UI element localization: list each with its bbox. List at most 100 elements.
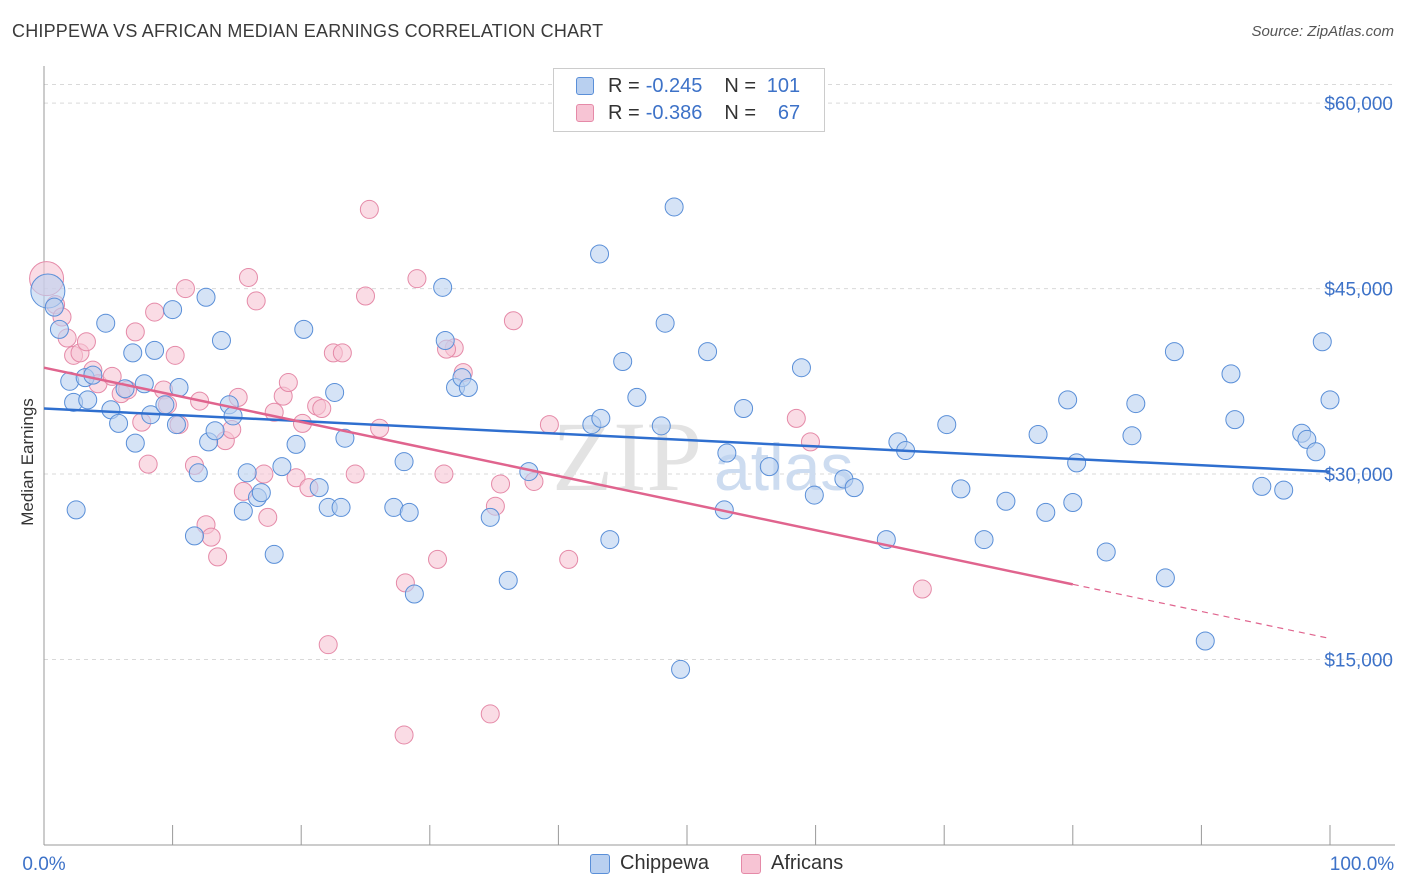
chippewa-trend-line bbox=[43, 407, 1331, 473]
africans-point bbox=[370, 418, 390, 438]
chippewa-point bbox=[211, 331, 231, 351]
africans-point bbox=[76, 332, 96, 352]
chippewa-point bbox=[196, 287, 216, 307]
x-tick-label-right: 100.0% bbox=[1330, 854, 1395, 875]
legend-row-chippewa: R = -0.245 N = 101 bbox=[576, 74, 800, 98]
africans-swatch bbox=[576, 104, 594, 122]
chippewa-point bbox=[1036, 502, 1056, 522]
africans-point bbox=[491, 474, 511, 494]
chippewa-swatch bbox=[590, 853, 610, 874]
chippewa-point bbox=[163, 300, 183, 320]
chippewa-point bbox=[1028, 424, 1048, 444]
africans-point bbox=[359, 199, 379, 219]
y-tick-label: $30,000 bbox=[1324, 465, 1393, 486]
n-value: 101 bbox=[766, 74, 801, 97]
chippewa-point bbox=[974, 530, 994, 550]
africans-point bbox=[208, 547, 228, 567]
y-tick-label: $45,000 bbox=[1324, 280, 1393, 301]
chippewa-point bbox=[734, 399, 754, 419]
chippewa-point bbox=[1164, 342, 1184, 362]
africans-point bbox=[356, 286, 375, 306]
chippewa-point bbox=[272, 457, 292, 477]
chippewa-point bbox=[458, 377, 478, 397]
watermark-zip: ZIP bbox=[552, 401, 702, 512]
africans-trend-extension bbox=[1072, 583, 1331, 640]
chippewa-point bbox=[433, 277, 453, 297]
chippewa-point bbox=[123, 343, 143, 363]
chippewa-point bbox=[331, 497, 351, 517]
africans-point bbox=[480, 704, 500, 724]
africans-point bbox=[312, 399, 332, 419]
data-points bbox=[29, 197, 1340, 745]
chippewa-point bbox=[166, 415, 186, 435]
africans-point bbox=[912, 579, 932, 599]
africans-point bbox=[286, 468, 306, 488]
africans-point bbox=[434, 464, 454, 484]
chippewa-point bbox=[404, 584, 424, 604]
chippewa-point bbox=[591, 408, 611, 428]
chippewa-point bbox=[664, 197, 684, 217]
chippewa-point bbox=[251, 483, 271, 503]
chippewa-point bbox=[1274, 480, 1294, 500]
chippewa-point bbox=[237, 463, 257, 483]
chippewa-point bbox=[651, 416, 671, 436]
chippewa-point bbox=[1096, 542, 1116, 562]
chippewa-point bbox=[1155, 568, 1175, 588]
africans-point bbox=[332, 343, 352, 363]
africans-point bbox=[258, 507, 278, 527]
africans-point bbox=[145, 302, 165, 322]
r-value: -0.386 bbox=[645, 101, 703, 124]
chippewa-point bbox=[937, 415, 957, 435]
r-label: R = bbox=[608, 74, 640, 97]
africans-point bbox=[138, 454, 158, 474]
chippewa-point bbox=[1225, 410, 1245, 430]
chippewa-point bbox=[155, 395, 175, 415]
africans-point bbox=[786, 408, 806, 428]
chippewa-point bbox=[294, 319, 314, 339]
chippewa-point bbox=[1312, 332, 1332, 352]
africans-point bbox=[246, 291, 266, 311]
x-tick-label-left: 0.0% bbox=[22, 854, 65, 875]
chippewa-point bbox=[96, 313, 116, 333]
grid-lines bbox=[44, 84, 1395, 661]
trend-lines bbox=[43, 366, 1331, 640]
chippewa-point bbox=[125, 433, 145, 453]
r-value: -0.245 bbox=[645, 74, 703, 97]
chippewa-point bbox=[1063, 492, 1083, 512]
chippewa-point bbox=[613, 352, 633, 372]
chippewa-point bbox=[335, 428, 355, 448]
chippewa-point bbox=[996, 491, 1016, 511]
africans-point bbox=[254, 464, 274, 484]
africans-point bbox=[345, 464, 365, 484]
n-value: 67 bbox=[777, 101, 801, 124]
chart-source: Source: ZipAtlas.com bbox=[1251, 23, 1394, 40]
africans-point bbox=[800, 432, 820, 452]
africans-point bbox=[318, 635, 338, 655]
chippewa-point bbox=[264, 544, 284, 564]
legend-label-chippewa: Chippewa bbox=[620, 852, 709, 874]
africans-point bbox=[503, 311, 523, 331]
chippewa-point bbox=[109, 413, 129, 433]
chippewa-point bbox=[184, 526, 204, 546]
axis-labels: $15,000 $30,000 $45,000 $60,000 0.0% 100.0% bbox=[22, 94, 1394, 875]
chippewa-point bbox=[1195, 631, 1215, 651]
chippewa-point bbox=[480, 507, 500, 527]
africans-point bbox=[539, 415, 559, 435]
n-label: N = bbox=[724, 74, 757, 97]
chippewa-point bbox=[759, 457, 779, 477]
africans-swatch bbox=[741, 853, 761, 874]
chippewa-point bbox=[49, 319, 69, 339]
axes bbox=[43, 66, 1395, 846]
africans-point bbox=[165, 345, 185, 365]
stats-legend: R = -0.245 N = 101 R = -0.386 N = 67 bbox=[553, 68, 825, 132]
africans-point bbox=[428, 549, 448, 569]
watermark-atlas: atlas bbox=[714, 430, 853, 504]
chippewa-point bbox=[233, 501, 253, 521]
chippewa-point bbox=[698, 342, 718, 362]
chippewa-swatch bbox=[576, 77, 594, 95]
chippewa-point bbox=[1126, 394, 1146, 414]
africans-point bbox=[278, 373, 298, 393]
africans-point bbox=[407, 269, 427, 289]
legend-label-africans: Africans bbox=[771, 852, 844, 874]
